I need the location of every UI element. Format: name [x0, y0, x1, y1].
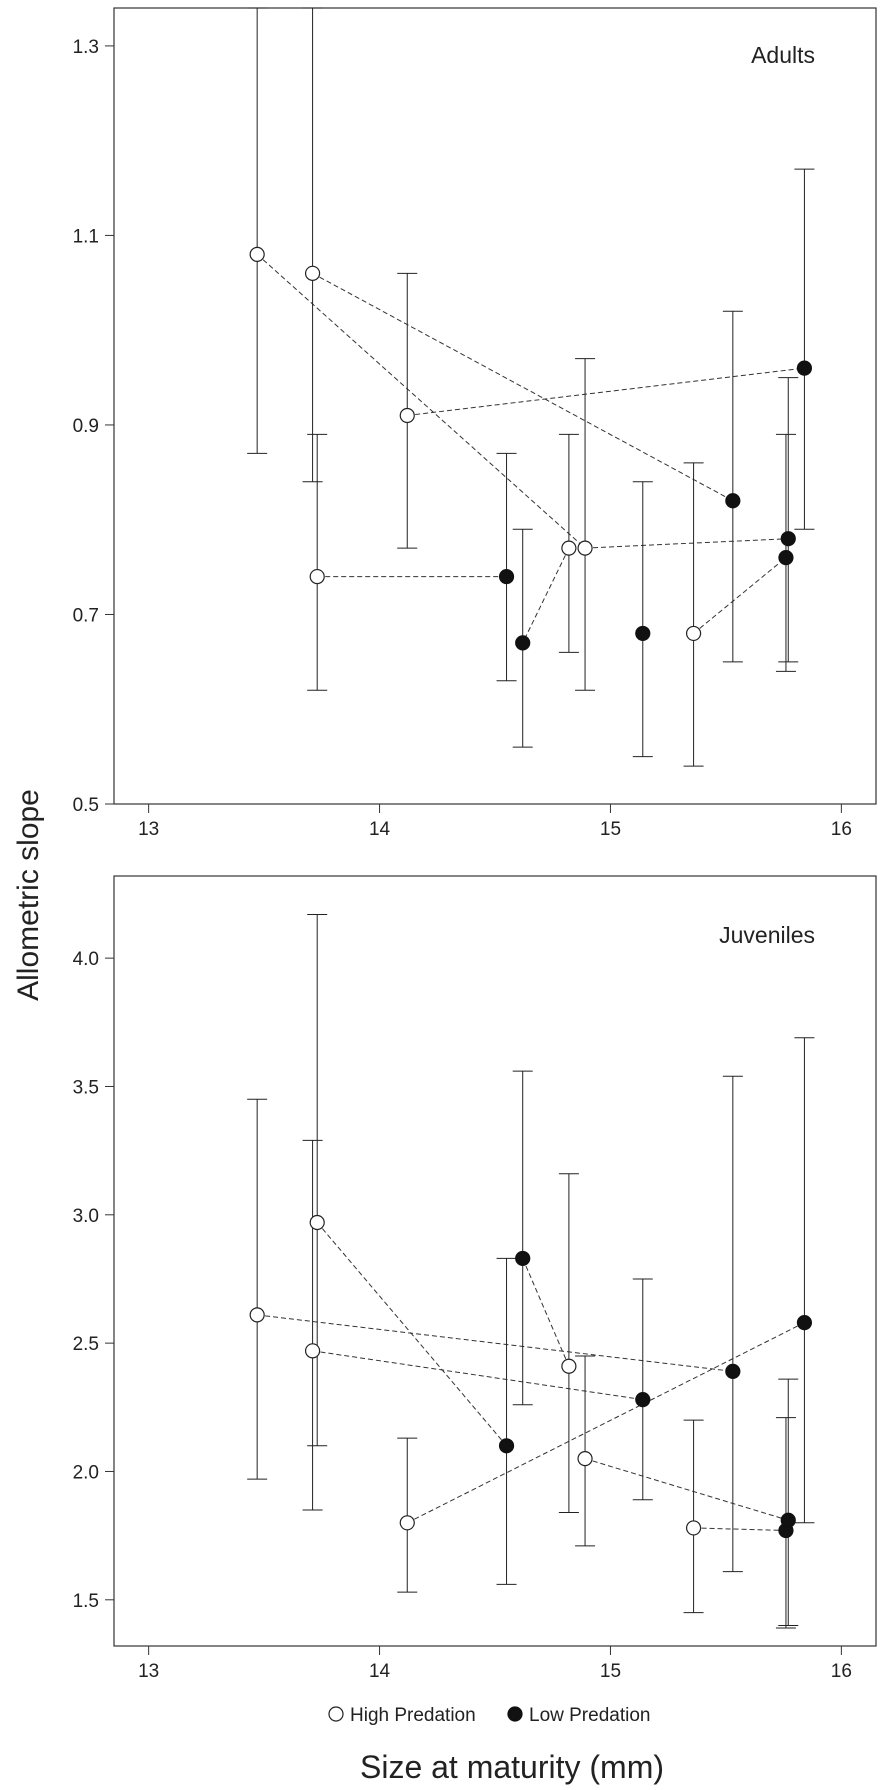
juveniles-pair-connector [312, 1350, 643, 1401]
adults-y-tick-label: 0.7 [73, 605, 99, 626]
juveniles-y-tick-label: 3.5 [73, 1077, 99, 1098]
adults-y-tick-label: 0.5 [73, 795, 99, 816]
adults-x-tick-label: 13 [138, 819, 159, 840]
panel-label-juveniles: Juveniles [719, 922, 815, 948]
legend-high-predation-marker [328, 1706, 344, 1722]
juveniles-panel-frame [113, 875, 877, 1647]
juveniles-y-tick-label: 4.0 [73, 949, 99, 970]
adults-pair-connector [585, 538, 789, 549]
juveniles-low-predation-point [515, 1250, 531, 1267]
adults-pair-connector [693, 557, 787, 634]
juveniles-low-predation-point [725, 1363, 741, 1379]
juveniles-y-tick-label: 3.0 [73, 1206, 99, 1227]
adults-low-predation-point [498, 568, 515, 585]
adults-panel-frame [113, 7, 877, 805]
juveniles-low-predation-point [780, 1512, 796, 1528]
juveniles-high-predation-point [249, 1307, 265, 1323]
juveniles-pair-connector [693, 1527, 786, 1531]
x-axis-label: Size at maturity (mm) [360, 1749, 664, 1785]
legend-low-predation-label: Low Predation [529, 1705, 650, 1726]
juveniles-high-predation-point [577, 1451, 593, 1467]
juveniles-x-tick-label: 13 [138, 1661, 159, 1682]
juveniles-pair-connector [407, 1322, 805, 1524]
adults-pair-connector [522, 547, 570, 644]
juveniles-high-predation-point [309, 1214, 325, 1231]
juveniles-low-predation-point [635, 1391, 651, 1408]
adults-high-predation-point [309, 568, 325, 585]
adults-low-predation-point [778, 550, 794, 566]
adults-low-predation-point [635, 625, 651, 642]
juveniles-pair-connector [257, 1314, 733, 1372]
adults-y-tick-label: 1.1 [73, 226, 99, 247]
adults-pair-connector [312, 272, 734, 502]
adults-high-predation-point [685, 625, 702, 642]
adults-high-predation-point [399, 407, 415, 424]
juveniles-high-predation-point [685, 1520, 702, 1536]
legend-low-predation-marker [507, 1706, 523, 1722]
adults-low-predation-point [780, 531, 796, 547]
juveniles-x-tick-label: 15 [600, 1661, 621, 1682]
juveniles-pair-connector [522, 1258, 570, 1367]
juveniles-x-tick-label: 14 [369, 1661, 391, 1682]
panel-label-adults: Adults [751, 42, 815, 68]
juveniles-pair-connector [584, 1458, 789, 1521]
adults-high-predation-point [249, 246, 265, 262]
adults-high-predation-point [304, 265, 321, 281]
adults-panel-marks: 0.5 0.7 0.9 1.1 1.3 13 14 15 16 [73, 7, 852, 840]
chart-marks: 0.5 0.7 0.9 1.1 1.3 13 14 15 16 1.5 2.0 2.5 3.0 3.5 4.… [73, 7, 852, 1682]
juveniles-high-predation-point [304, 1343, 321, 1359]
adults-low-predation-point [515, 635, 531, 651]
juveniles-high-predation-point [561, 1358, 577, 1374]
adults-low-predation-point [725, 493, 741, 509]
adults-x-tick-label: 16 [831, 819, 852, 840]
juveniles-high-predation-point [399, 1515, 415, 1531]
juveniles-y-tick-label: 1.5 [73, 1591, 99, 1612]
adults-high-predation-point [561, 540, 577, 556]
legend: High Predation Low Predation [328, 1705, 650, 1726]
juveniles-panel-marks: 1.5 2.0 2.5 3.0 3.5 4.0 13 14 15 16 [73, 914, 852, 1682]
juveniles-y-tick-label: 2.5 [73, 1334, 99, 1355]
adults-pair-connector [256, 254, 586, 549]
legend-high-predation-label: High Predation [350, 1705, 476, 1726]
juveniles-low-predation-point [498, 1438, 515, 1454]
adults-x-tick-label: 14 [369, 819, 391, 840]
adults-pair-connector [407, 367, 805, 416]
y-axis-label: Allometric slope [12, 789, 45, 1001]
adults-x-tick-label: 15 [600, 819, 621, 840]
adults-y-tick-label: 0.9 [73, 416, 99, 437]
adults-y-tick-label: 1.3 [73, 37, 99, 58]
adults-high-predation-point [577, 540, 593, 556]
juveniles-y-tick-label: 2.0 [73, 1462, 99, 1483]
juveniles-pair-connector [316, 1222, 507, 1447]
adults-low-predation-point [796, 360, 813, 376]
juveniles-x-tick-label: 16 [831, 1661, 852, 1682]
juveniles-low-predation-point [796, 1314, 813, 1331]
